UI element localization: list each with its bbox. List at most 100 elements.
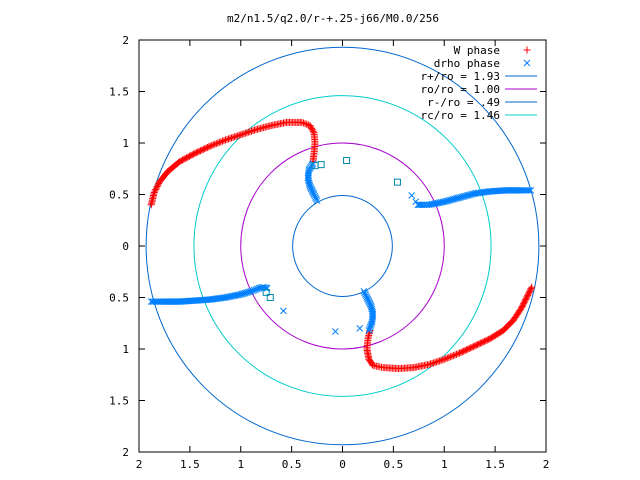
marker-stroke (263, 284, 271, 292)
circle-r- (292, 195, 393, 297)
w-phase-point (427, 360, 435, 368)
w-phase-point (440, 355, 448, 363)
w-phase-point (214, 139, 222, 147)
w-phase-point (431, 358, 439, 366)
x-tick-label: 1 (441, 458, 448, 471)
marker-stroke (193, 297, 200, 304)
w-phase-point (211, 140, 219, 148)
w-phase-point (527, 285, 535, 293)
square-point (343, 157, 351, 165)
w-phase-point (528, 283, 536, 291)
y-tick-label: 0.5 (109, 189, 129, 202)
drho-phase-point (356, 325, 364, 332)
marker-stroke (312, 194, 319, 201)
w-phase-point (308, 124, 316, 132)
marker-stroke (174, 298, 182, 305)
w-phase-point (218, 137, 226, 145)
marker-stroke (408, 192, 416, 199)
w-phase-point (452, 350, 460, 358)
w-phase-point (247, 127, 255, 135)
y-tick-label: 2 (122, 34, 129, 47)
marker-stroke (177, 298, 185, 305)
y-tick-label: 1 (122, 343, 129, 356)
w-phase-point (451, 351, 459, 359)
marker-stroke (368, 305, 376, 313)
marker-stroke (361, 289, 368, 297)
w-phase-point (238, 130, 246, 138)
x-tick-label: 0 (339, 458, 346, 471)
x-tick-label: 1 (237, 458, 244, 471)
marker-stroke (306, 182, 314, 190)
legend-label: r+/ro = 1.93 (421, 70, 500, 83)
w-phase-point (226, 134, 234, 142)
x-tick-label: 2 (543, 458, 550, 471)
w-phase-point (223, 135, 231, 143)
w-phase-point (232, 132, 240, 140)
w-phase-point (151, 187, 159, 195)
marker-stroke (188, 297, 196, 305)
drho-phase-point (262, 284, 270, 292)
w-phase-point (437, 356, 445, 364)
legend-label: W phase (454, 44, 500, 57)
drho-phase-point (412, 198, 420, 206)
x-tick-label: 0.5 (383, 458, 403, 471)
marker-stroke (525, 187, 533, 194)
marker-stroke (527, 187, 535, 194)
y-tick-label: 2 (122, 446, 129, 459)
marker-stroke (312, 195, 320, 203)
marker-stroke (489, 187, 497, 195)
drho-phase-point (417, 201, 424, 209)
marker-stroke (176, 298, 184, 305)
marker-stroke (202, 296, 209, 304)
y-tick-label: 0.5 (109, 292, 129, 305)
marker-stroke (367, 302, 375, 310)
marker-stroke (187, 297, 194, 305)
w-phase-point (307, 123, 315, 131)
w-phase-point (306, 121, 314, 129)
w-phase-point (298, 118, 306, 126)
w-phase-point (209, 141, 217, 149)
marker-stroke (305, 179, 313, 187)
w-phase-point (152, 185, 160, 193)
legend-label: rc/ro = 1.46 (421, 109, 500, 122)
marker-stroke (356, 325, 364, 332)
circle-ro (240, 142, 445, 350)
x-tick-label: 1.5 (485, 458, 505, 471)
w-phase-point (206, 142, 214, 150)
marker-stroke (498, 187, 506, 194)
w-phase-point (250, 126, 258, 134)
w-phase-point (436, 357, 444, 365)
square-point (262, 288, 270, 296)
drho-phase-point (527, 187, 535, 194)
marker-stroke (179, 298, 187, 305)
w-phase-point (434, 357, 442, 365)
marker-stroke (362, 291, 369, 298)
w-phase-point (205, 143, 213, 151)
w-phase-point (228, 134, 236, 142)
marker-stroke (369, 308, 376, 316)
w-phase-point (215, 138, 223, 146)
marker-stroke (197, 296, 205, 304)
w-phase-point (454, 350, 462, 358)
marker-stroke (313, 197, 321, 205)
marker-stroke (190, 297, 197, 305)
w-phase-point (425, 360, 433, 368)
w-phase-point (446, 353, 454, 361)
marker-stroke (365, 327, 373, 334)
marker-stroke (412, 198, 420, 206)
drho-phase-point (332, 328, 339, 335)
marker-stroke (199, 296, 206, 304)
square-point (317, 161, 325, 169)
drho-phase-point (280, 307, 287, 315)
square-point (266, 294, 274, 301)
w-phase-point (152, 184, 160, 192)
x-tick-label: 1.5 (180, 458, 200, 471)
marker-stroke (488, 187, 495, 195)
marker-stroke (523, 59, 531, 67)
w-phase-point (153, 183, 161, 191)
marker-stroke (492, 187, 500, 195)
w-phase-point (428, 359, 436, 367)
ticks-layer: 2 1.5 1 0.5 0 0.5 1 1.5 221.510.500.511.52 (109, 34, 549, 471)
marker-stroke (368, 304, 375, 311)
